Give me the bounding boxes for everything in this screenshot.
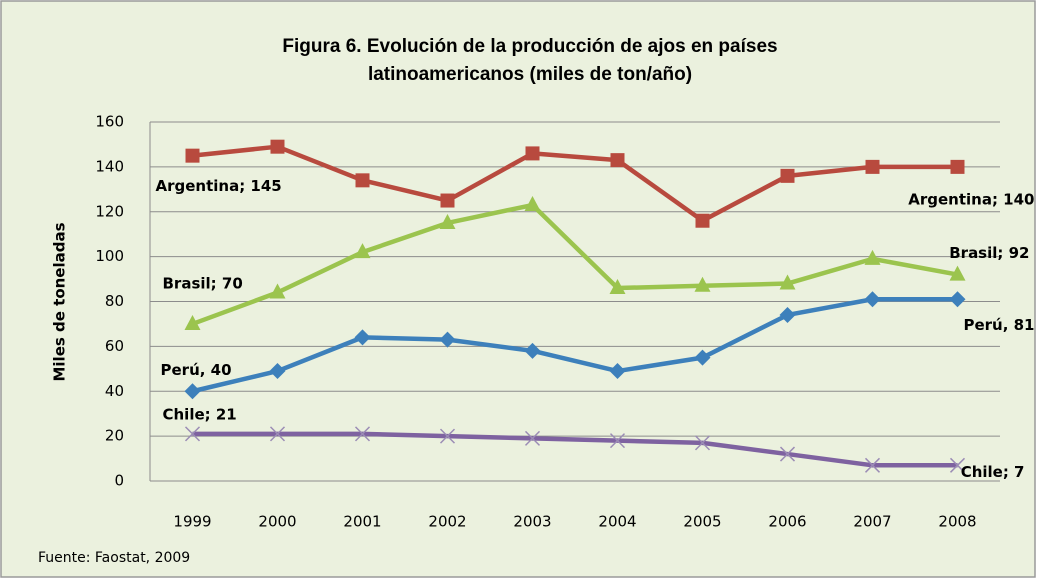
y-tick-label: 120: [95, 202, 124, 220]
marker: [525, 146, 540, 161]
marker: [354, 329, 371, 346]
series-line: [191, 202, 958, 327]
x-tick-label: 2006: [768, 513, 806, 531]
marker: [610, 153, 625, 168]
y-tick-label: 80: [105, 292, 124, 310]
marker: [694, 349, 711, 366]
source-note: Fuente: Faostat, 2009: [38, 550, 190, 566]
x-tick-label: 2003: [513, 513, 551, 531]
marker: [185, 148, 200, 163]
marker: [609, 433, 626, 449]
data-label: Chile; 21: [163, 405, 237, 423]
marker: [269, 426, 286, 442]
data-label: Brasil; 70: [163, 274, 243, 292]
marker: [439, 428, 456, 444]
marker: [269, 363, 286, 380]
marker: [270, 139, 285, 154]
marker: [184, 314, 201, 330]
marker: [695, 213, 710, 228]
marker: [779, 446, 796, 462]
marker: [609, 363, 626, 380]
marker: [864, 457, 881, 473]
marker: [184, 383, 201, 400]
data-label: Chile; 7: [961, 463, 1025, 481]
marker: [694, 276, 711, 292]
series-line: [191, 297, 958, 394]
marker: [949, 291, 966, 308]
y-tick-label: 160: [95, 113, 124, 131]
series-line: [192, 431, 958, 468]
x-tick-label: 2008: [938, 513, 976, 531]
y-tick-label: 40: [105, 382, 124, 400]
x-tick-label: 2002: [428, 513, 466, 531]
y-axis-label: Miles de toneladas: [51, 222, 69, 381]
marker: [949, 265, 966, 281]
marker: [694, 435, 711, 451]
marker: [949, 457, 966, 473]
marker: [780, 168, 795, 183]
data-label: Argentina; 145: [156, 177, 282, 195]
x-tick-label: 2007: [853, 513, 891, 531]
data-label: Perú, 81: [963, 316, 1034, 334]
x-tick-label: 2000: [258, 513, 296, 531]
x-tick-label: 2001: [343, 513, 381, 531]
marker: [269, 283, 286, 299]
data-label: Argentina; 140: [908, 190, 1034, 208]
marker: [779, 274, 796, 290]
marker: [439, 331, 456, 348]
marker: [864, 249, 881, 265]
marker: [184, 426, 201, 442]
y-tick-label: 100: [95, 247, 124, 265]
marker: [524, 342, 541, 359]
marker: [779, 306, 796, 323]
y-tick-label: 20: [105, 427, 124, 445]
marker: [440, 193, 455, 208]
chart-title: latinoamericanos (miles de ton/año): [368, 64, 692, 85]
marker: [524, 430, 541, 446]
marker: [865, 159, 880, 174]
marker: [439, 213, 456, 229]
y-tick-label: 0: [114, 472, 124, 490]
marker: [864, 291, 881, 308]
y-tick-label: 60: [105, 337, 124, 355]
marker: [354, 426, 371, 442]
data-label: Perú, 40: [161, 361, 232, 379]
x-tick-label: 1999: [173, 513, 211, 531]
marker: [950, 159, 965, 174]
x-tick-label: 2004: [598, 513, 636, 531]
chart-title: Figura 6. Evolución de la producción de …: [282, 36, 777, 57]
series-line: [192, 144, 958, 223]
marker: [354, 243, 371, 259]
marker: [355, 173, 370, 188]
y-tick-label: 140: [95, 157, 124, 175]
x-tick-label: 2005: [683, 513, 721, 531]
data-label: Brasil; 92: [949, 244, 1029, 262]
marker: [609, 279, 626, 295]
marker: [524, 196, 541, 212]
